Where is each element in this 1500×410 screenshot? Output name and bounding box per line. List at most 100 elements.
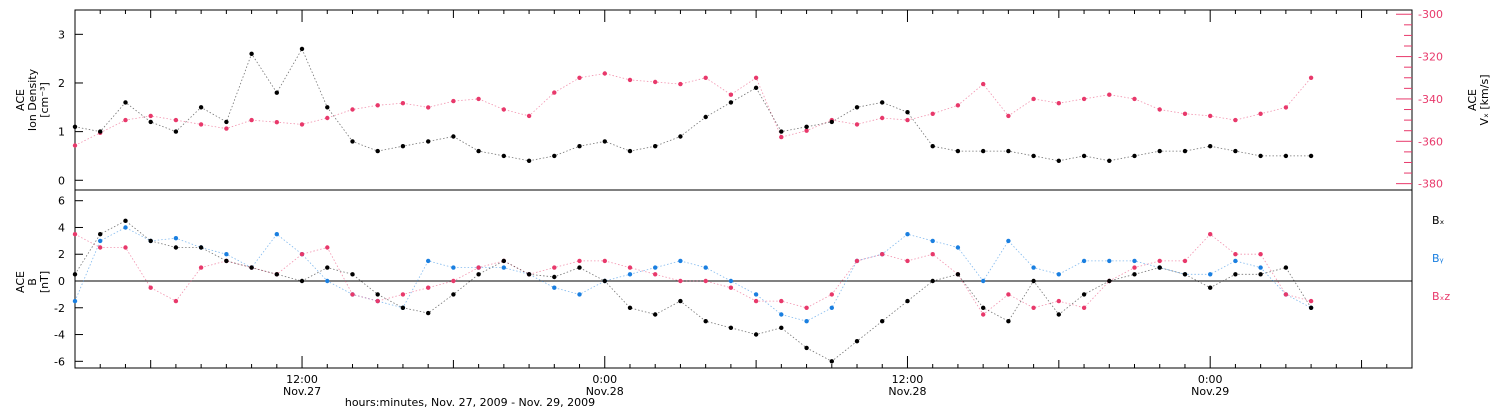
density-point bbox=[1182, 148, 1188, 154]
density-point bbox=[804, 124, 809, 129]
magnetic-field-panel: -6 -4 -2 0 2 4 6 ACE B [nT] Bₓ Bᵧ Bₓz bbox=[14, 189, 1450, 369]
top-right-tick-label: -320 bbox=[1418, 51, 1443, 64]
bottom-left-tick-label: 6 bbox=[58, 195, 65, 208]
bottom-ylabel-line3: [nT] bbox=[38, 271, 51, 293]
bx-point bbox=[274, 272, 279, 277]
by-point bbox=[829, 305, 834, 310]
bx-point bbox=[1107, 278, 1112, 284]
bx-trace bbox=[74, 220, 1312, 362]
bx-point bbox=[198, 245, 204, 250]
density-point bbox=[1031, 153, 1036, 159]
velocity-series bbox=[72, 71, 1314, 148]
velocity-point bbox=[728, 92, 734, 97]
bx-point bbox=[501, 258, 506, 264]
by-point bbox=[98, 238, 103, 244]
velocity-point bbox=[148, 113, 153, 119]
velocity-point bbox=[325, 115, 330, 121]
bottom-ylabel-line1: ACE bbox=[14, 271, 27, 293]
by-point bbox=[1233, 258, 1238, 264]
top-left-tick-label: 3 bbox=[58, 28, 65, 41]
x-tick-time: 0:00 bbox=[1198, 373, 1223, 386]
bx-point bbox=[703, 319, 708, 324]
top-right-tick-label: -340 bbox=[1418, 93, 1443, 106]
density-point bbox=[728, 100, 734, 105]
bz-point bbox=[1081, 305, 1087, 310]
bottom-ylabel-line2: B bbox=[26, 278, 39, 286]
bx-point bbox=[981, 305, 986, 310]
velocity-point bbox=[1107, 92, 1112, 97]
by-point bbox=[1056, 272, 1062, 277]
density-point bbox=[753, 85, 759, 91]
by-point bbox=[728, 278, 734, 284]
bx-point bbox=[375, 292, 380, 297]
by-point bbox=[1208, 272, 1213, 277]
bx-point bbox=[577, 265, 582, 270]
bottom-left-tick-label: 4 bbox=[58, 221, 65, 234]
density-point bbox=[299, 46, 305, 52]
density-point bbox=[375, 148, 380, 154]
bz-point bbox=[148, 285, 153, 290]
x-tick-time: 0:00 bbox=[592, 373, 617, 386]
time-axis: 12:00Nov.270:00Nov.2812:00Nov.280:00Nov.… bbox=[74, 10, 1413, 398]
top-right-ylabel-line1: ACE bbox=[1466, 89, 1479, 111]
legend-bz: Bₓz bbox=[1432, 290, 1450, 303]
bx-point bbox=[98, 232, 103, 237]
velocity-point bbox=[501, 107, 506, 112]
bx-point bbox=[728, 325, 734, 330]
density-point bbox=[880, 100, 885, 105]
velocity-point bbox=[930, 111, 935, 117]
bottom-left-tick-label: -4 bbox=[54, 329, 65, 342]
by-point bbox=[1006, 238, 1011, 244]
density-point bbox=[1107, 158, 1112, 163]
top-left-axis: 0 1 2 3 bbox=[58, 28, 83, 187]
bz-point bbox=[1031, 305, 1036, 310]
top-panel-frame bbox=[74, 9, 1413, 191]
by-point bbox=[779, 312, 784, 317]
velocity-point bbox=[1157, 107, 1162, 112]
velocity-point bbox=[299, 122, 305, 127]
velocity-point bbox=[249, 117, 254, 123]
density-point bbox=[1258, 153, 1263, 159]
bottom-left-tick-label: 0 bbox=[58, 275, 65, 288]
bz-point bbox=[779, 298, 784, 304]
bz-point bbox=[426, 285, 431, 290]
bx-point bbox=[955, 272, 961, 277]
x-tick-date: Nov.28 bbox=[586, 385, 624, 398]
top-right-tick-label: -300 bbox=[1418, 8, 1443, 21]
velocity-point bbox=[476, 96, 481, 102]
by-point bbox=[653, 265, 658, 270]
density-point bbox=[1208, 144, 1213, 149]
bottom-left-axis: -6 -4 -2 0 2 4 6 bbox=[54, 195, 83, 368]
bx-point bbox=[526, 272, 532, 277]
velocity-point bbox=[678, 81, 683, 87]
top-left-tick-label: 0 bbox=[58, 174, 65, 187]
bz-trace bbox=[74, 233, 1312, 316]
velocity-point bbox=[1233, 117, 1238, 123]
bx-point bbox=[1132, 272, 1137, 277]
bx-point bbox=[224, 258, 229, 264]
by-point bbox=[123, 225, 128, 230]
x-tick-date: Nov.29 bbox=[1191, 385, 1229, 398]
density-point bbox=[224, 119, 229, 125]
by-point bbox=[552, 285, 557, 290]
bz-point bbox=[1006, 292, 1011, 297]
velocity-point bbox=[350, 107, 355, 112]
bx-point bbox=[426, 310, 431, 316]
bz-point bbox=[577, 258, 582, 264]
top-panel-points bbox=[72, 46, 1314, 163]
x-tick-date: Nov.27 bbox=[283, 385, 321, 398]
bz-point bbox=[703, 278, 708, 284]
by-point bbox=[905, 232, 910, 237]
x-tick-time: 12:00 bbox=[286, 373, 318, 386]
bz-point bbox=[930, 252, 935, 257]
bz-point bbox=[804, 305, 809, 310]
density-point bbox=[501, 153, 506, 159]
by-point bbox=[451, 265, 456, 270]
bz-point bbox=[375, 298, 380, 304]
x-tick-date: Nov.28 bbox=[888, 385, 926, 398]
velocity-point bbox=[779, 134, 784, 140]
top-left-tick-label: 2 bbox=[58, 77, 65, 90]
by-series bbox=[72, 225, 1314, 324]
density-series bbox=[72, 46, 1314, 163]
